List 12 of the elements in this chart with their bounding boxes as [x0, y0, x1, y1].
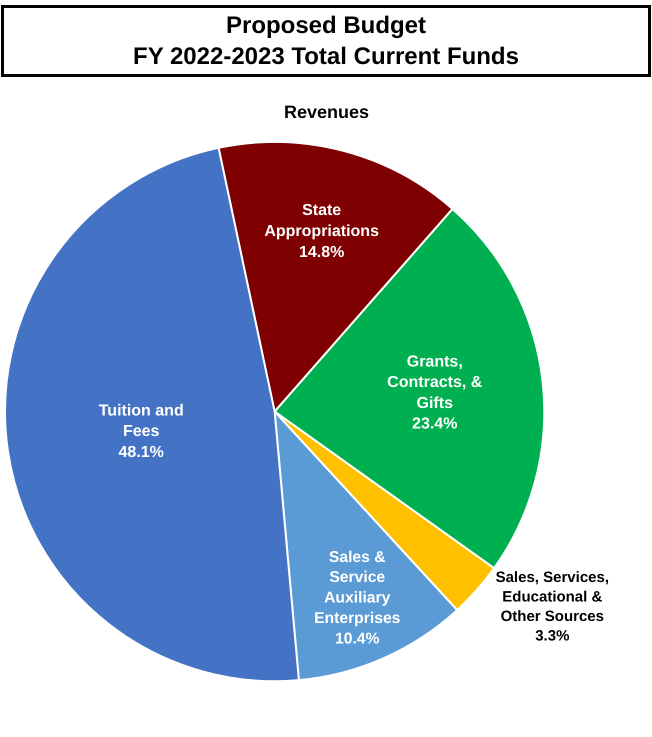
slice-label: Tuition and Fees [98, 402, 184, 440]
data-label: 48.1% [118, 444, 164, 462]
data-label: 23.4% [412, 416, 458, 433]
slice-label: Sales & Service Auxiliary Enterprises [314, 548, 401, 628]
slice-label: Sales, Services, Educational & Other Sources [496, 568, 610, 625]
slice-label: Grants, Contracts, & Gifts [387, 353, 483, 412]
chart-title: Proposed Budget FY 2022-2023 Total Current Funds [133, 12, 519, 70]
data-label: 3.3% [535, 627, 570, 644]
data-label: 14.8% [298, 244, 344, 261]
chart-subtitle: Revenues [284, 102, 370, 122]
data-label: 10.4% [334, 630, 380, 648]
slice-label: State Appropriations [264, 202, 380, 240]
